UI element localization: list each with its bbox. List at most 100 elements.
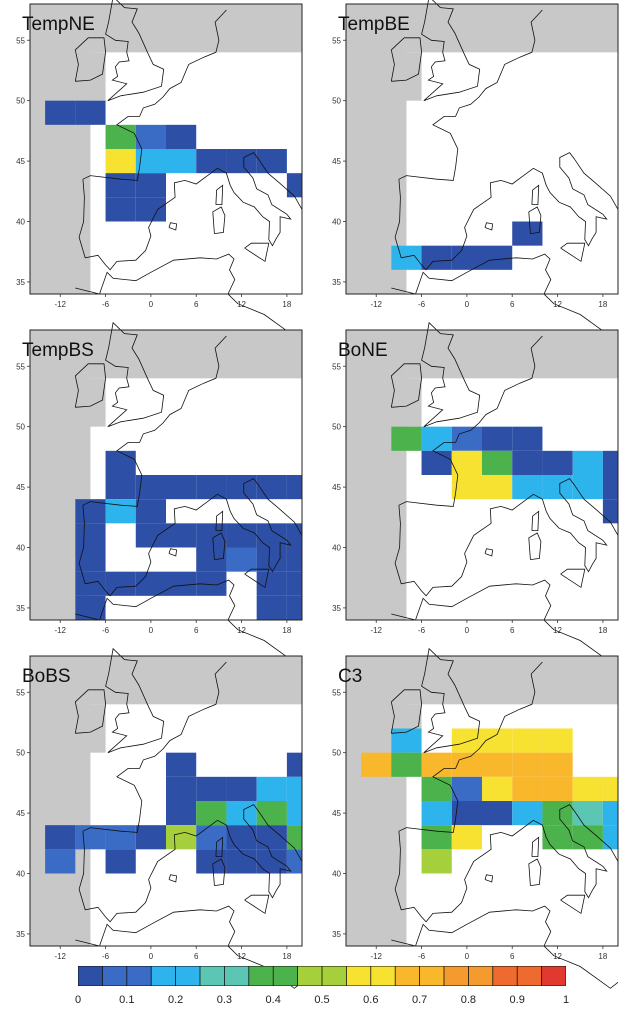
grid-cell bbox=[512, 728, 543, 753]
grid-cell bbox=[482, 450, 513, 475]
panel-title: BoNE bbox=[338, 340, 388, 361]
y-tick-label: 35 bbox=[332, 930, 341, 939]
map-panel: -12 -6 0 6 12 18 55 50 45 40 35 BoNE bbox=[316, 321, 622, 663]
grid-cell bbox=[512, 801, 543, 826]
grid-cell bbox=[226, 776, 257, 801]
x-tick-label: 0 bbox=[149, 952, 154, 961]
colorbar-segment bbox=[468, 966, 493, 986]
x-tick-label: 18 bbox=[598, 952, 607, 961]
x-tick-label: 6 bbox=[510, 300, 515, 309]
coastline bbox=[531, 836, 540, 857]
colorbar-label: 0.8 bbox=[460, 994, 477, 1006]
grid-cell bbox=[226, 149, 257, 174]
colorbar-segment bbox=[126, 966, 152, 986]
coastline bbox=[484, 874, 494, 883]
grid-cell bbox=[451, 475, 482, 500]
grid-cell bbox=[421, 426, 452, 451]
grid-cell bbox=[572, 450, 603, 475]
grid-cell bbox=[451, 728, 482, 753]
grid-cell bbox=[286, 547, 302, 572]
coastline bbox=[421, 0, 481, 102]
x-tick-label: 18 bbox=[282, 952, 291, 961]
grid-cell bbox=[482, 245, 513, 270]
grid-cell bbox=[135, 197, 166, 222]
colorbar-segment bbox=[395, 966, 420, 986]
x-tick-label: 0 bbox=[149, 626, 154, 635]
grid-cell bbox=[602, 475, 618, 500]
grey-north-band bbox=[90, 330, 302, 379]
x-tick-label: 12 bbox=[237, 626, 246, 635]
colorbar-segment bbox=[492, 966, 518, 986]
coastline bbox=[74, 363, 107, 408]
grid-cell bbox=[105, 197, 136, 222]
grey-west-strip bbox=[346, 656, 407, 946]
colorbar-segment bbox=[517, 966, 542, 986]
grey-north-band bbox=[406, 656, 618, 705]
grid-cell bbox=[602, 450, 618, 475]
coastline bbox=[398, 9, 543, 181]
colorbar-segment bbox=[541, 966, 566, 986]
x-tick-label: 0 bbox=[465, 300, 470, 309]
y-tick-label: 40 bbox=[16, 870, 25, 879]
colorbar-segment bbox=[322, 966, 347, 986]
grid-cell bbox=[512, 776, 543, 801]
grid-cell bbox=[256, 149, 287, 174]
y-tick-label: 40 bbox=[16, 544, 25, 553]
grid-cell bbox=[286, 801, 302, 826]
y-tick-label: 55 bbox=[16, 362, 25, 371]
y-tick-label: 45 bbox=[16, 157, 25, 166]
grid-cell bbox=[196, 801, 227, 826]
grid-cell bbox=[286, 571, 302, 596]
grid-cell bbox=[166, 776, 197, 801]
grey-block-west bbox=[45, 426, 76, 451]
grid-cell bbox=[105, 849, 136, 874]
x-tick-label: 6 bbox=[194, 952, 199, 961]
grid-cell bbox=[482, 475, 513, 500]
grid-cell bbox=[421, 245, 452, 270]
map-frame bbox=[29, 329, 303, 621]
grid-cell bbox=[75, 100, 106, 125]
grid-cell bbox=[135, 124, 166, 149]
map-svg: -12 -6 0 6 12 18 55 50 45 40 35 bbox=[16, 0, 303, 337]
grid-cell bbox=[602, 801, 618, 826]
y-tick-label: 45 bbox=[332, 157, 341, 166]
grid-cell bbox=[105, 475, 136, 500]
grid-cell bbox=[286, 475, 302, 500]
coastline bbox=[398, 335, 543, 507]
grid-cell bbox=[75, 571, 106, 596]
grid-cell bbox=[196, 776, 227, 801]
coastline bbox=[394, 152, 619, 271]
colorbar-label: 0.9 bbox=[509, 994, 525, 1006]
coastline bbox=[244, 894, 270, 915]
coastline bbox=[75, 579, 303, 663]
coastline bbox=[168, 874, 178, 883]
grey-west-strip bbox=[30, 656, 91, 946]
coastline bbox=[74, 37, 107, 82]
x-tick-label: -6 bbox=[102, 952, 110, 961]
coastline bbox=[78, 152, 303, 271]
coastline bbox=[390, 363, 423, 408]
x-tick-label: 6 bbox=[510, 952, 515, 961]
grid-cell bbox=[166, 523, 197, 548]
coastline bbox=[528, 532, 542, 560]
grid-cell bbox=[196, 149, 227, 174]
grey-west-strip bbox=[30, 4, 91, 294]
grid-cell bbox=[226, 801, 257, 826]
x-tick-label: 6 bbox=[194, 626, 199, 635]
grid-cell bbox=[602, 825, 618, 850]
grid-cell bbox=[105, 450, 136, 475]
coastline bbox=[394, 478, 619, 597]
x-tick-label: 12 bbox=[237, 300, 246, 309]
x-tick-label: -12 bbox=[370, 300, 382, 309]
y-tick-label: 35 bbox=[16, 604, 25, 613]
y-tick-label: 55 bbox=[332, 688, 341, 697]
grid-cell bbox=[226, 849, 257, 874]
x-tick-label: 6 bbox=[194, 300, 199, 309]
grid-cell bbox=[286, 776, 302, 801]
grid-cell bbox=[75, 523, 106, 548]
grid-cell bbox=[512, 475, 543, 500]
x-tick-label: 12 bbox=[553, 626, 562, 635]
grid-cell bbox=[256, 595, 287, 620]
map-frame bbox=[29, 3, 303, 295]
x-tick-label: -6 bbox=[418, 952, 426, 961]
